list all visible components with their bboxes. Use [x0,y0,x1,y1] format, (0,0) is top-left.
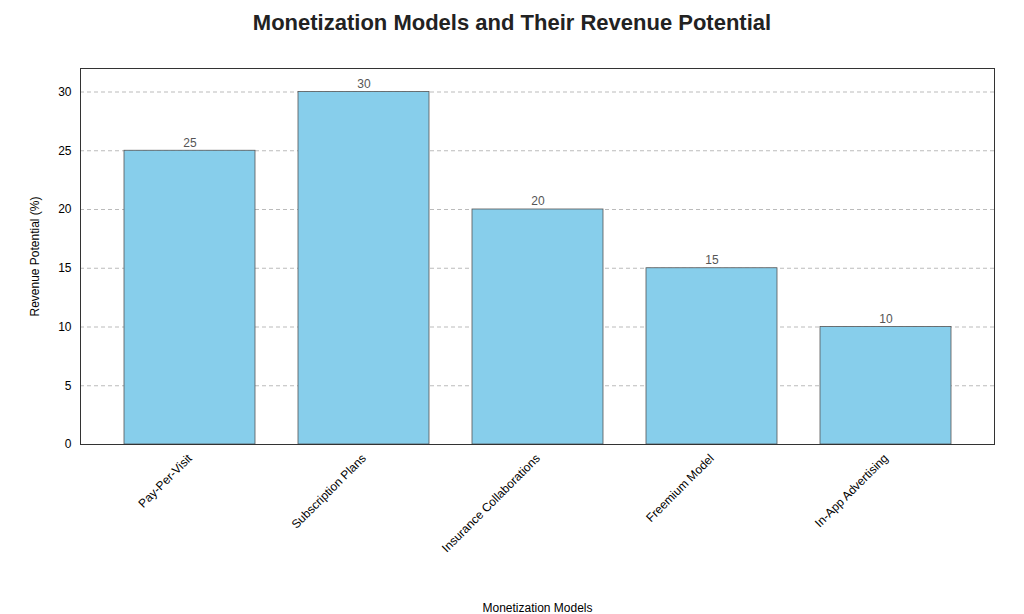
svg-text:Revenue Potential (%): Revenue Potential (%) [28,196,42,316]
svg-text:5: 5 [65,379,72,393]
svg-text:10: 10 [879,312,893,326]
svg-text:Monetization Models: Monetization Models [482,601,592,614]
html-text:Monetization Models and Their: Monetization Models and Their Revenue Po… [252,10,772,35]
svg-text:Subscription Plans: Subscription Plans [289,451,369,531]
svg-text:Freemium Model: Freemium Model [643,451,717,525]
svg-text:20: 20 [58,202,72,216]
svg-text:15: 15 [705,253,719,267]
svg-text:30: 30 [58,85,72,99]
svg-text:25: 25 [58,144,72,158]
svg-text:Insurance Collaborations: Insurance Collaborations [439,451,543,555]
svg-text:0: 0 [65,437,72,451]
svg-text:10: 10 [58,320,72,334]
svg-text:Pay-Per-Visit: Pay-Per-Visit [136,451,196,511]
svg-text:25: 25 [183,136,197,150]
svg-text:20: 20 [531,194,545,208]
svg-text:In-App Advertising: In-App Advertising [812,451,891,530]
svg-text:30: 30 [357,77,371,91]
svg-text:15: 15 [58,261,72,275]
